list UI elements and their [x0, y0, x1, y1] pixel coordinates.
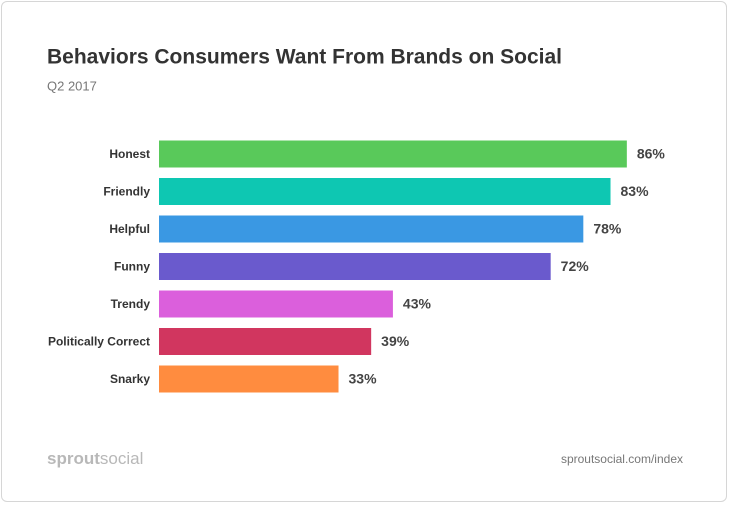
category-label: Funny	[114, 260, 150, 274]
category-label: Helpful	[109, 222, 150, 236]
value-label: 78%	[593, 221, 622, 237]
source-url: sproutsocial.com/index	[561, 452, 683, 466]
category-label: Honest	[109, 147, 150, 161]
category-label: Snarky	[110, 372, 150, 386]
chart-title: Behaviors Consumers Want From Brands on …	[47, 46, 562, 69]
value-label: 86%	[637, 146, 666, 162]
bar	[159, 253, 551, 280]
logo-part: social	[100, 449, 143, 468]
logo-part: sprout	[47, 449, 100, 468]
value-label: 39%	[381, 333, 410, 349]
bar	[159, 328, 372, 355]
value-label: 33%	[349, 371, 378, 387]
category-label: Politically Correct	[48, 335, 150, 349]
bar	[159, 140, 627, 168]
value-label: 83%	[621, 183, 650, 199]
bar	[159, 215, 584, 243]
category-label: Trendy	[111, 297, 151, 311]
bar	[159, 290, 393, 318]
logo: sproutsocial	[47, 449, 143, 468]
category-label: Friendly	[103, 185, 150, 199]
bar	[159, 365, 339, 393]
bar	[159, 178, 611, 205]
value-label: 72%	[561, 258, 590, 274]
value-label: 43%	[403, 296, 432, 312]
chart-subtitle: Q2 2017	[47, 78, 97, 93]
